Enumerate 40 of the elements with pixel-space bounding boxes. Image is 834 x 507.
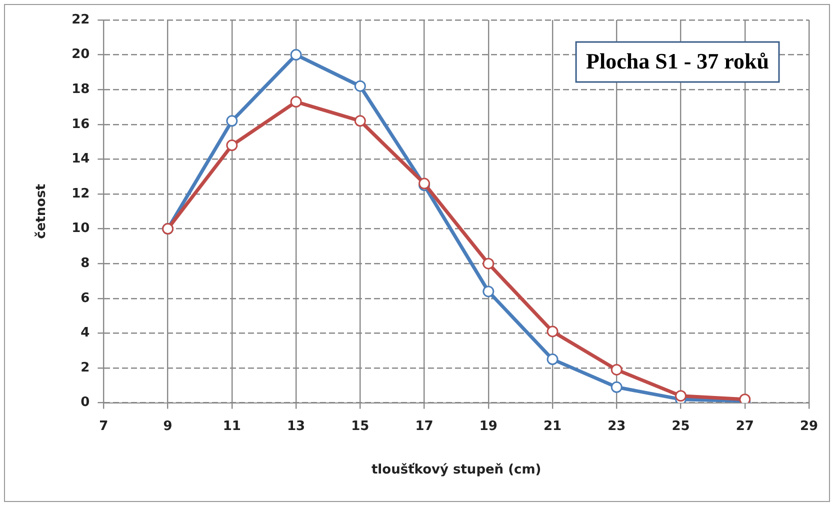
y-tick-label: 12 xyxy=(72,186,90,202)
point xyxy=(290,96,302,108)
point xyxy=(610,381,622,393)
y-tick-label: 20 xyxy=(72,47,90,62)
point xyxy=(354,80,366,92)
point xyxy=(482,286,494,298)
y-tick-label: 4 xyxy=(80,326,90,341)
y-tick-label: 18 xyxy=(72,82,90,97)
x-tick-label: 23 xyxy=(608,418,626,434)
x-tick-label: 27 xyxy=(736,418,754,434)
point xyxy=(675,390,687,402)
x-tick-label: 15 xyxy=(351,418,370,434)
x-tick-label: 9 xyxy=(163,418,172,434)
y-tick-label: 6 xyxy=(80,290,90,306)
y-tick-label: 16 xyxy=(72,116,90,132)
y-tick-label: 2 xyxy=(80,360,90,376)
x-tick-label: 11 xyxy=(222,418,241,434)
y-tick-label: 10 xyxy=(72,221,90,236)
text: Plocha S1 - 37 roků xyxy=(586,48,769,74)
point xyxy=(482,258,494,270)
y-tick-label: 8 xyxy=(80,256,90,271)
y-tick-label: 0 xyxy=(80,395,90,410)
y-tick-label: 14 xyxy=(72,152,90,167)
point xyxy=(546,354,558,366)
x-tick-label: 29 xyxy=(800,418,818,434)
x-tick-label: 17 xyxy=(415,418,434,434)
y-tick-label: 22 xyxy=(72,12,90,28)
x-tick-label: 13 xyxy=(287,418,306,434)
x-tick-label: 21 xyxy=(543,418,562,434)
x-tick-label: 7 xyxy=(99,418,108,434)
point xyxy=(354,115,366,127)
point xyxy=(546,326,558,338)
point xyxy=(290,49,302,61)
point xyxy=(226,115,238,127)
y-axis-title: četnost xyxy=(34,184,50,239)
point xyxy=(610,364,622,376)
x-tick-label: 19 xyxy=(479,418,498,434)
x-tick-label: 25 xyxy=(672,418,690,434)
x-axis-title: tloušťkový stupeň (cm) xyxy=(371,462,542,478)
point xyxy=(226,140,238,152)
